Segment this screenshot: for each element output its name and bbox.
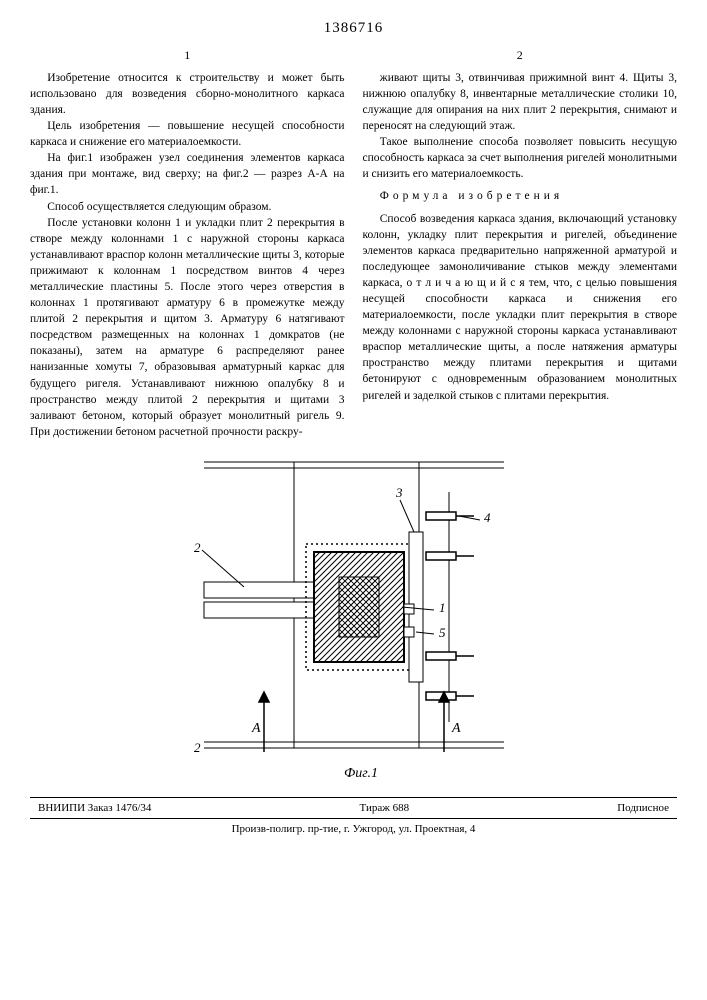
- footer-press: Произв-полигр. пр-тие, г. Ужгород, ул. П…: [30, 819, 677, 835]
- footer: ВНИИПИ Заказ 1476/34 Тираж 688 Подписное…: [30, 797, 677, 835]
- ref-label: 3: [395, 485, 403, 500]
- paragraph: Изобретение относится к строительству и …: [30, 70, 345, 118]
- ref-label: 1: [439, 600, 446, 615]
- paragraph: Способ осуществляется следующим образом.: [30, 199, 345, 215]
- paragraph: После установки колонн 1 и укладки плит …: [30, 215, 345, 440]
- ref-label: 4: [484, 510, 491, 525]
- figure-caption: Фиг.1: [344, 766, 378, 781]
- figure-1: A A 2 2 3 4 1 5 Фиг.1: [30, 452, 677, 787]
- paragraph: Такое выполнение способа позволяет повыс…: [363, 134, 678, 182]
- paragraph: На фиг.1 изображен узел соединения элеме…: [30, 150, 345, 198]
- left-column: 1 Изобретение относится к строительству …: [30, 47, 345, 440]
- footer-org: ВНИИПИ Заказ 1476/34: [38, 802, 151, 814]
- figure-svg: A A 2 2 3 4 1 5 Фиг.1: [144, 452, 564, 782]
- column-number-right: 2: [363, 47, 678, 64]
- right-column: 2 живают щиты 3, отвинчивая прижимной ви…: [363, 47, 678, 440]
- ref-label: 2: [194, 540, 201, 555]
- section-label: A: [451, 721, 461, 736]
- claim-text: Способ возведения каркаса здания, включа…: [363, 211, 678, 404]
- footer-sub: Подписное: [617, 802, 669, 814]
- ref-label: 5: [439, 625, 446, 640]
- document-number: 1386716: [30, 20, 677, 37]
- formula-title: Формула изобретения: [363, 188, 678, 204]
- paragraph: живают щиты 3, отвинчивая прижимной винт…: [363, 70, 678, 134]
- text-columns: 1 Изобретение относится к строительству …: [30, 47, 677, 440]
- footer-line-1: ВНИИПИ Заказ 1476/34 Тираж 688 Подписное: [30, 802, 677, 819]
- paragraph: Цель изобретения — повышение несущей спо…: [30, 118, 345, 150]
- footer-tirazh: Тираж 688: [360, 802, 410, 814]
- column-number-left: 1: [30, 47, 345, 64]
- page: 1386716 1 Изобретение относится к строит…: [0, 0, 707, 1000]
- ref-label: 2: [194, 740, 201, 755]
- section-label: A: [251, 721, 261, 736]
